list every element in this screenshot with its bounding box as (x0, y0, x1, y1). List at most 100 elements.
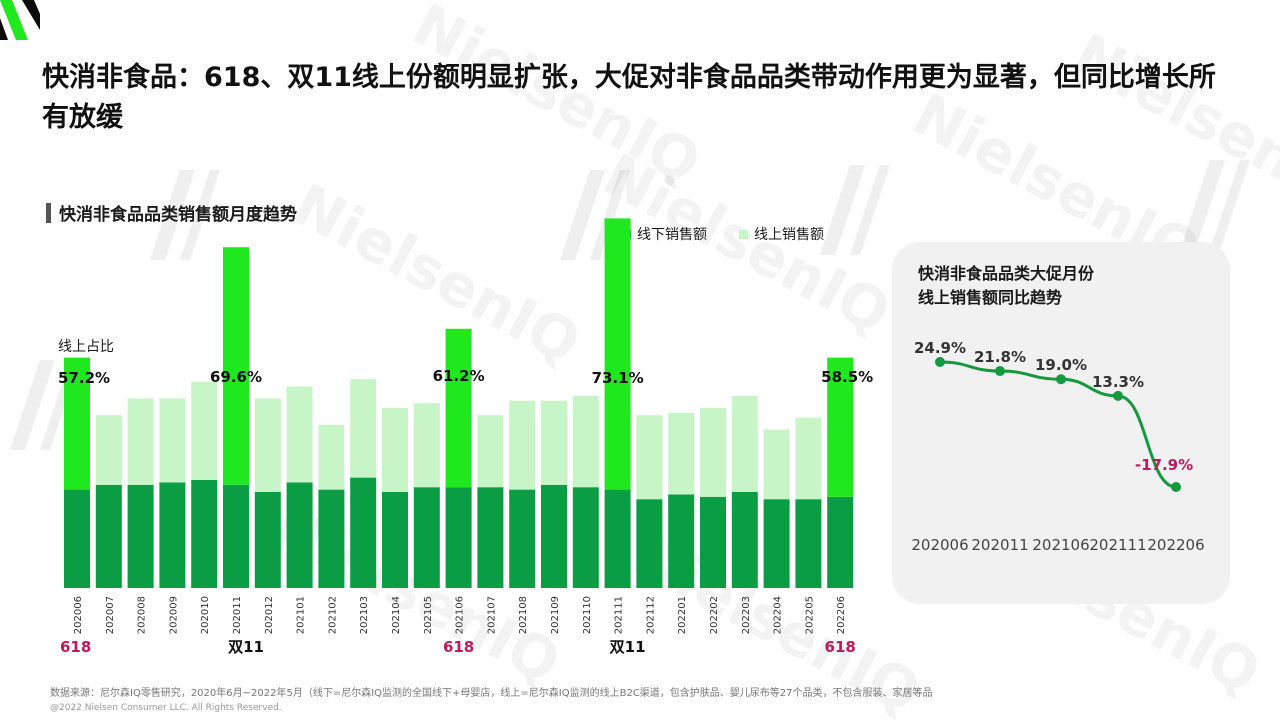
bar-online (413, 403, 440, 488)
bar-online (159, 398, 186, 483)
x-tick-label: 202203 (741, 596, 752, 634)
x-tick-label: 202010 (200, 596, 211, 634)
x-tick-label: 202206 (836, 596, 847, 634)
logo-icon (0, 0, 40, 40)
bar-offline (413, 487, 440, 588)
bar-offline (636, 499, 663, 588)
yoy-line-chart: 24.9% 202006 21.8% 202011 19.0% 202106 13.3% 20… (911, 339, 1204, 554)
bar-offline (445, 487, 472, 588)
yoy-value-label: -17.9% (1135, 456, 1193, 474)
yoy-x-tick-label: 202011 (971, 536, 1028, 554)
bar-online-promo (223, 247, 249, 485)
x-tick-label: 202011 (232, 596, 243, 634)
bar-offline (668, 494, 695, 588)
x-tick-label: 202202 (709, 596, 720, 634)
legend-item-online: 线上销售额 (739, 224, 824, 244)
bar-online (636, 415, 663, 500)
x-tick-label: 202103 (359, 596, 370, 634)
online-share-label: 线上占比 (58, 339, 114, 355)
legend-swatch-online (739, 229, 748, 239)
panel-title: 快消非食品品类大促月份 线上销售额同比趋势 (918, 262, 1094, 310)
online-share-value: 73.1% (592, 369, 644, 387)
event-label: 618 (825, 638, 856, 656)
x-tick-label: 202110 (582, 596, 593, 634)
bar-offline (350, 477, 377, 588)
bar-online-promo (64, 357, 90, 490)
x-tick-label: 202012 (264, 596, 275, 634)
bar-online (700, 408, 726, 497)
yoy-panel: 快消非食品品类大促月份 线上销售额同比趋势 24.9% 202006 21.8% 20… (892, 242, 1230, 604)
bar-online (477, 415, 504, 488)
x-tick-label: 202009 (168, 596, 179, 634)
yoy-x-tick-label: 202106 (1032, 536, 1089, 554)
legend-label-online: 线上销售额 (754, 227, 824, 243)
bar-online (254, 398, 281, 492)
bar-offline (286, 482, 313, 588)
bar-online (127, 398, 154, 485)
x-tick-label: 202201 (677, 596, 688, 634)
bar-online (541, 400, 567, 485)
bar-online (795, 417, 822, 500)
yoy-x-tick-label: 202111 (1089, 536, 1146, 554)
bar-online-promo (604, 218, 631, 490)
bar-offline (318, 489, 345, 588)
bar-offline (604, 489, 631, 588)
x-tick-label: 202007 (105, 596, 116, 634)
copyright: @2022 Nielsen Consumer LLC. All Rights R… (50, 703, 282, 713)
bar-offline (509, 489, 536, 588)
bar-online (318, 424, 345, 490)
bar-offline (700, 496, 726, 588)
bar-offline (763, 499, 790, 588)
event-label: 618 (443, 638, 474, 656)
bar-online (763, 429, 790, 500)
page-title: 快消非食品：618、双11线上份额明显扩张，大促对非食品品类带动作用更为显著，但… (42, 62, 1216, 133)
x-tick-label: 202105 (423, 596, 434, 634)
bar-offline (254, 492, 281, 588)
bar-offline (127, 484, 154, 588)
bar-offline (731, 492, 758, 588)
yoy-value-label: 19.0% (1035, 356, 1087, 374)
bar-online (286, 386, 313, 483)
bar-offline (159, 482, 186, 588)
event-label: 双11 (610, 638, 646, 656)
panel-title-line2: 线上销售额同比趋势 (918, 288, 1063, 307)
yoy-point (1056, 374, 1066, 385)
bar-online (731, 396, 758, 492)
yoy-value-label: 13.3% (1092, 373, 1144, 391)
section-title: 快消非食品品类销售额月度趋势 (46, 200, 297, 225)
chart-legend: 线下销售额 线上销售额 (622, 224, 824, 244)
event-label: 双11 (228, 638, 264, 656)
monthly-sales-bar-chart: 202006 202007 202008 202009 202010 202011 2020… (58, 218, 873, 656)
x-tick-label: 202008 (137, 596, 148, 634)
watermark-logo-icon (1180, 160, 1250, 250)
bar-online (382, 408, 408, 492)
bar-offline (95, 484, 122, 588)
bar-offline (541, 484, 567, 588)
online-share-value: 58.5% (821, 368, 873, 386)
yoy-point (995, 366, 1005, 377)
section-marker (46, 202, 51, 223)
legend-label-offline: 线下销售额 (637, 227, 707, 243)
bar-online (572, 396, 599, 488)
x-tick-label: 202204 (773, 596, 784, 634)
bar-online (191, 381, 218, 480)
x-tick-label: 202109 (550, 596, 561, 634)
yoy-value-label: 21.8% (974, 348, 1026, 366)
online-share-value: 61.2% (433, 367, 485, 385)
bar-offline (382, 492, 408, 588)
yoy-point (1171, 482, 1181, 492)
x-tick-label: 202107 (486, 596, 497, 634)
x-tick-label: 202205 (804, 596, 815, 634)
bar-online (668, 412, 695, 495)
bar-offline (223, 484, 249, 588)
online-share-value: 69.6% (210, 368, 262, 386)
yoy-line (939, 360, 1177, 489)
x-tick-label: 202101 (296, 596, 307, 634)
yoy-value-label: 24.9% (914, 339, 966, 357)
x-tick-label: 202104 (391, 596, 402, 634)
bar-offline (572, 487, 599, 588)
bar-offline (795, 499, 822, 588)
x-tick-label: 202112 (645, 596, 656, 634)
bar-online-promo (827, 357, 854, 497)
section-title-text: 快消非食品品类销售额月度趋势 (59, 205, 297, 225)
